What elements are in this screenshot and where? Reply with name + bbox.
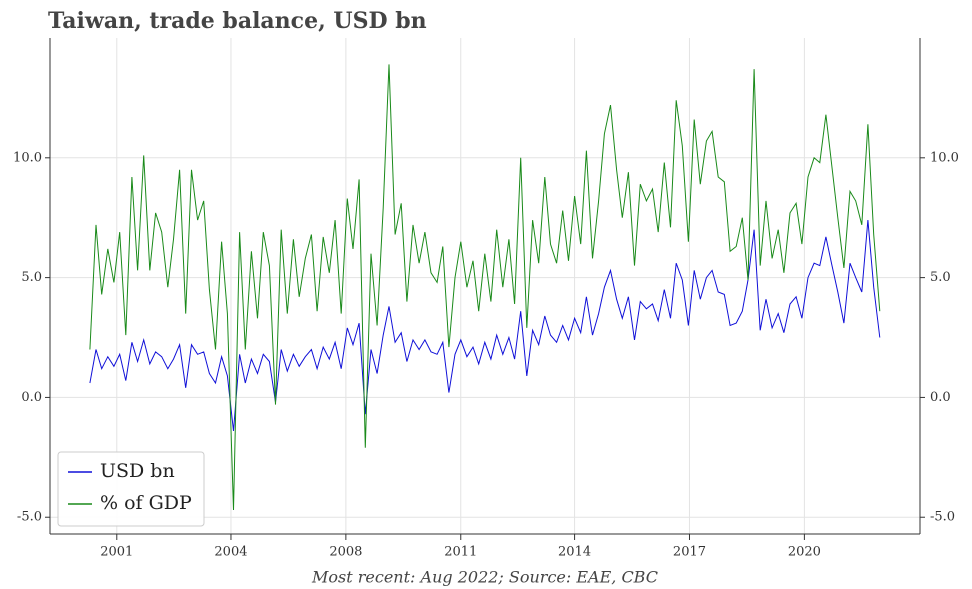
x-tick-label: 2001 [100,545,133,560]
footnote: Most recent: Aug 2022; Source: EAE, CBC [311,568,658,587]
line-series [89,64,881,511]
y2-tick-label: 5.0 [930,270,951,285]
y2-tick-label: 0.0 [930,390,951,405]
x-tick-label: 2004 [214,545,247,560]
y-tick-label: 0.0 [21,390,42,405]
legend-box [57,451,205,527]
y2-tick-label: 10.0 [930,150,959,165]
chart-title: Taiwan, trade balance, USD bn [48,8,427,34]
x-tick-label: 2014 [558,545,591,560]
y-tick-label: 5.0 [21,270,42,285]
legend-label: USD bn [100,460,175,482]
legend-label: % of GDP [100,492,192,514]
x-tick-label: 2017 [673,545,706,560]
y-tick-label: -5.0 [17,510,42,525]
x-tick-label: 2008 [329,545,362,560]
y2-tick-label: -5.0 [930,510,955,525]
x-tick-label: 2011 [444,545,477,560]
y-tick-label: 10.0 [13,150,42,165]
x-tick-label: 2020 [788,545,821,560]
